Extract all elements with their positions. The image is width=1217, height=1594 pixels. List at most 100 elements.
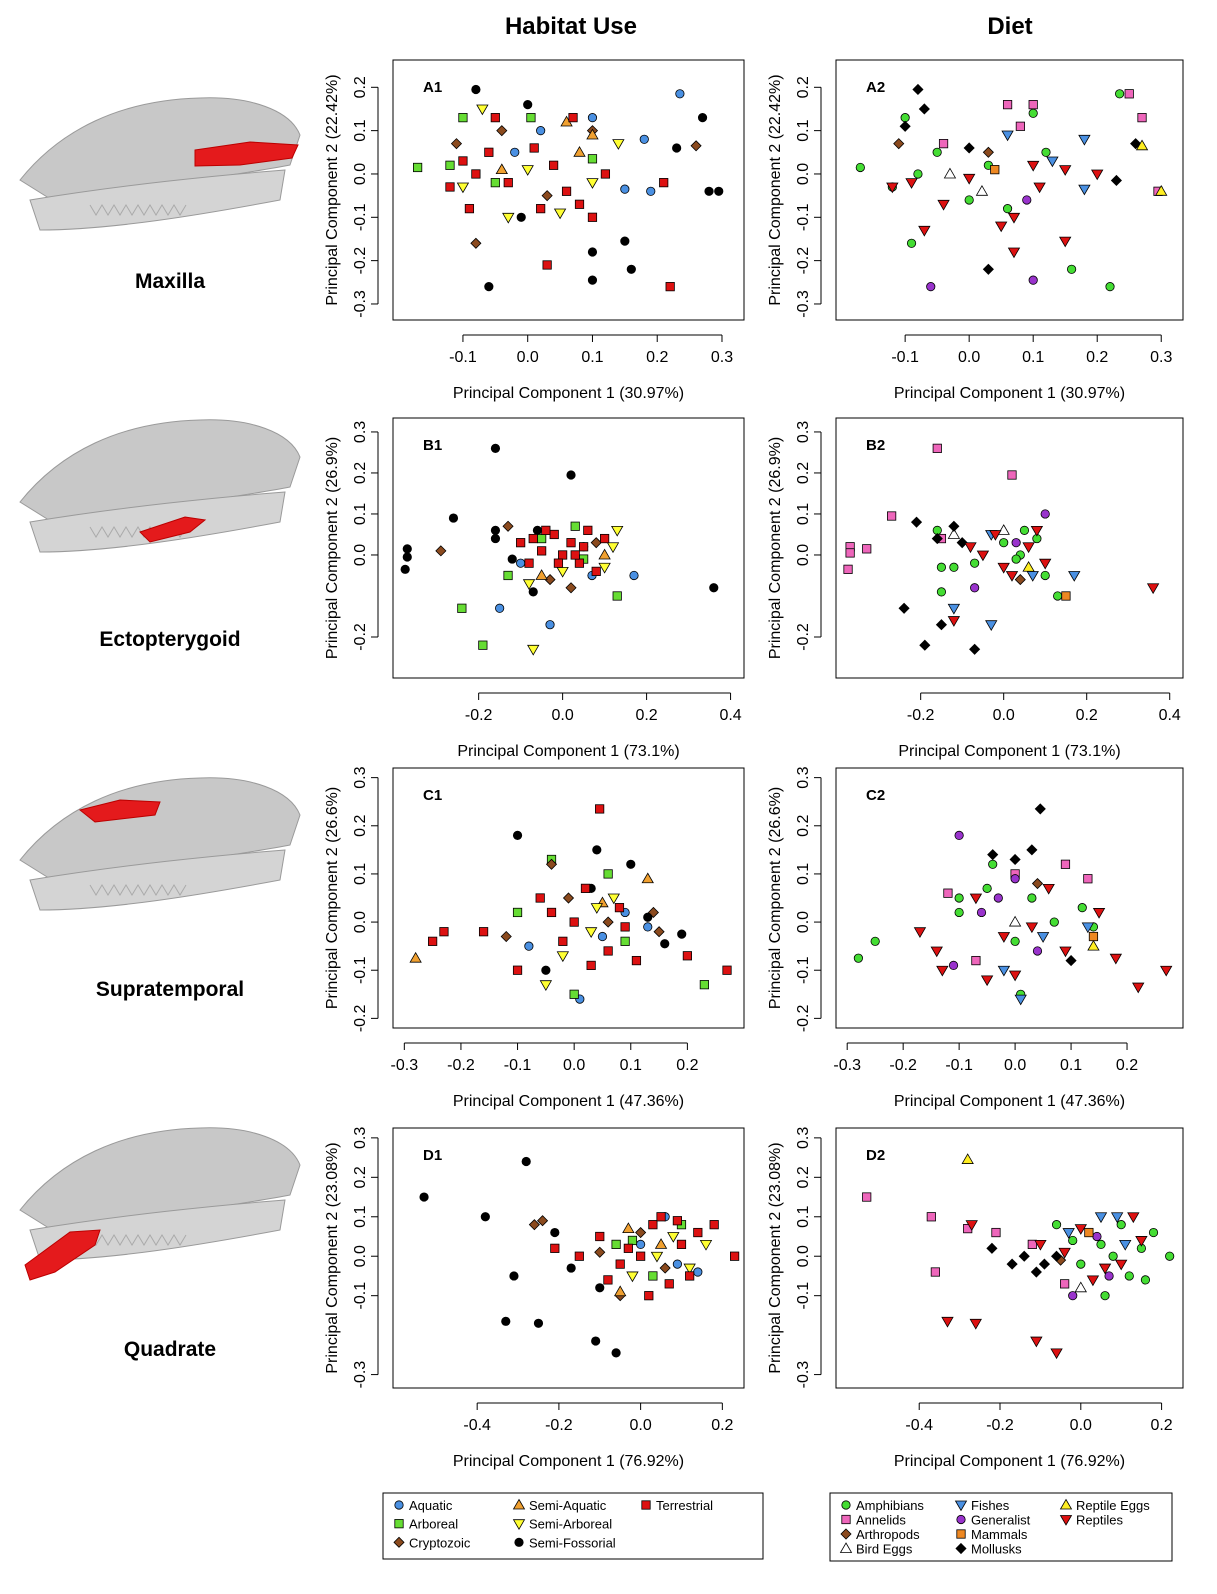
x-tick-label: 0.0 [563, 1057, 585, 1074]
point [537, 546, 547, 556]
point [550, 1243, 560, 1253]
x-tick-label: 0.4 [1159, 707, 1181, 724]
y-tick-label: -0.2 [352, 1004, 369, 1032]
x-tick-label: 0.1 [581, 349, 603, 366]
point [587, 247, 598, 257]
y-tick-label: 0.2 [352, 76, 369, 98]
x-tick-label: 0.0 [1070, 1417, 1092, 1434]
skull-jaw [29, 849, 286, 911]
point [954, 907, 964, 918]
point [495, 163, 508, 175]
point [969, 893, 983, 905]
point [648, 1271, 658, 1281]
point [1091, 169, 1104, 181]
point [600, 169, 611, 179]
point [932, 443, 942, 453]
legend-marker [1059, 1498, 1073, 1510]
x-tick-label: -0.3 [391, 1057, 419, 1074]
point [478, 927, 489, 937]
point [1062, 1228, 1075, 1239]
point [586, 178, 599, 189]
y-tick-label: 0.1 [352, 1206, 369, 1228]
point [631, 955, 642, 966]
point [1031, 877, 1044, 890]
point [456, 182, 470, 194]
point [550, 1227, 560, 1238]
point [521, 165, 534, 176]
skull-highlight [194, 141, 299, 167]
legend-marker [512, 1519, 526, 1530]
point [962, 173, 976, 185]
point [1058, 1247, 1071, 1259]
y-axis-label: Principal Component 2 (26.6%) [324, 787, 341, 1009]
y-axis-label: Principal Component 2 (26.9%) [324, 437, 341, 659]
y-tick-label: 0.0 [352, 163, 369, 185]
point [997, 524, 1010, 535]
point [862, 1192, 872, 1202]
y-tick-label: 0.3 [795, 766, 812, 788]
point [584, 927, 598, 939]
x-tick-label: 0.0 [993, 707, 1015, 724]
point [1068, 1291, 1078, 1301]
x-tick-label: -0.1 [891, 349, 919, 366]
plot-frame [392, 417, 745, 679]
y-tick-label: 0.2 [795, 76, 812, 98]
point [1018, 1250, 1030, 1262]
point [664, 1279, 674, 1289]
point [570, 550, 580, 560]
point [704, 186, 714, 196]
point [675, 89, 685, 99]
y-tick-label: 0.1 [795, 863, 812, 885]
point [503, 178, 513, 188]
point [1011, 538, 1021, 548]
x-tick-label: 0.1 [1022, 349, 1044, 366]
point [570, 521, 580, 531]
point [1135, 1236, 1148, 1247]
point [556, 566, 569, 578]
point [1115, 89, 1125, 99]
point [853, 953, 863, 963]
x-tick-label: 0.2 [711, 1417, 733, 1434]
point [1116, 1220, 1126, 1230]
point [938, 139, 949, 149]
point [1028, 275, 1038, 285]
point [1068, 571, 1081, 582]
legend-marker [841, 1514, 851, 1525]
point [470, 237, 482, 249]
point [1059, 165, 1072, 176]
point [524, 558, 534, 568]
point [1042, 883, 1055, 895]
point [722, 965, 732, 975]
point [677, 929, 687, 939]
point [448, 513, 459, 523]
point [573, 146, 586, 157]
y-tick-label: -0.2 [795, 623, 812, 651]
skull [19, 777, 301, 911]
y-tick-label: 0.2 [795, 462, 812, 484]
point [997, 965, 1011, 977]
point [539, 980, 553, 991]
point [553, 208, 567, 220]
x-tick-label: 0.2 [1116, 1057, 1138, 1074]
point [961, 1153, 974, 1164]
point [606, 542, 620, 554]
point [611, 1348, 621, 1358]
point [586, 960, 596, 971]
point [1110, 1212, 1124, 1224]
row-label: Maxilla [135, 270, 205, 293]
legend-label: Fishes [971, 1498, 1010, 1513]
point [1092, 1231, 1102, 1242]
point [898, 602, 910, 614]
point [947, 603, 961, 615]
point [949, 562, 959, 572]
point [1135, 139, 1149, 151]
row-label: Supratemporal [96, 978, 244, 1001]
point [969, 643, 981, 655]
point [665, 282, 675, 292]
point [985, 620, 998, 631]
point [464, 204, 475, 214]
x-tick-label: 0.2 [1150, 1417, 1172, 1434]
point [936, 965, 949, 977]
y-tick-label: 0.3 [352, 421, 369, 443]
point [999, 538, 1009, 548]
